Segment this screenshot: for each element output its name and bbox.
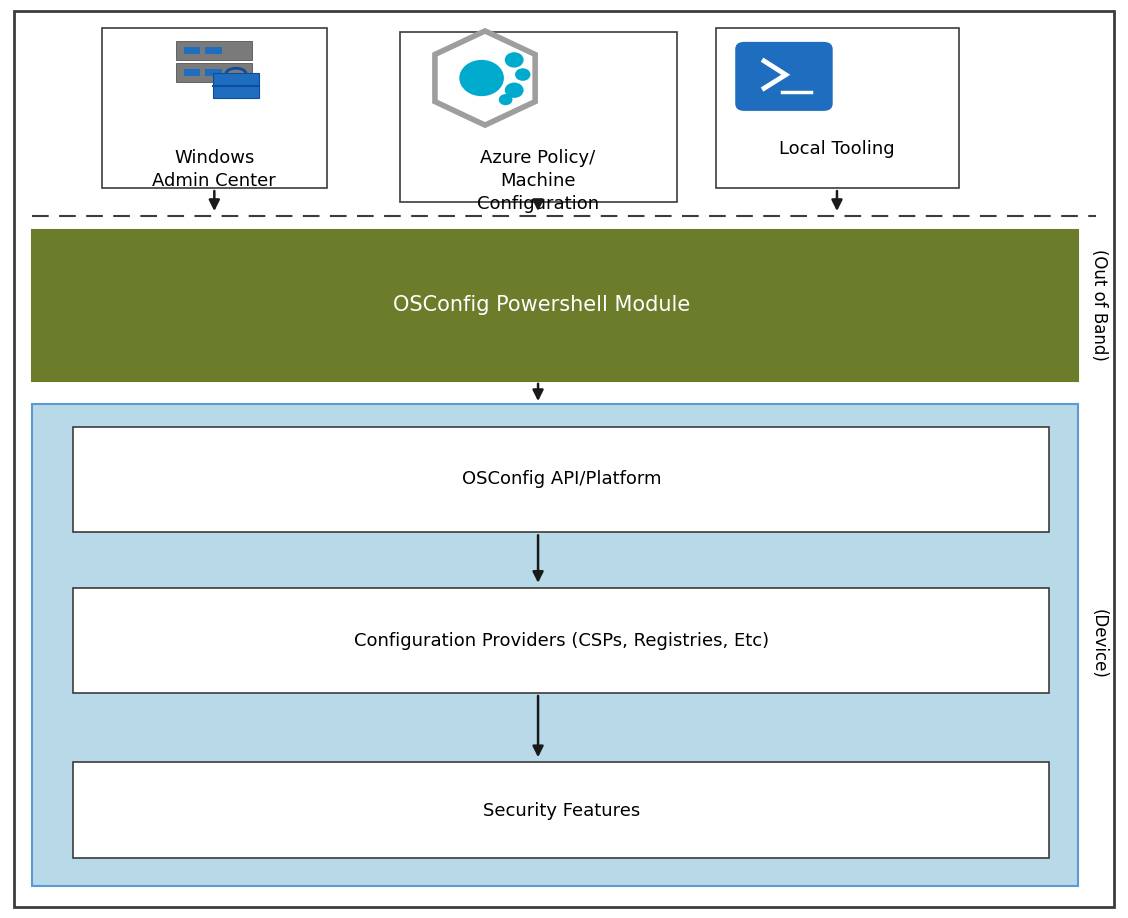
Text: Local Tooling: Local Tooling <box>779 140 895 158</box>
Circle shape <box>504 83 523 98</box>
Text: (Device): (Device) <box>1090 610 1108 679</box>
Circle shape <box>499 94 512 106</box>
Text: Configuration Providers (CSPs, Registries, Etc): Configuration Providers (CSPs, Registrie… <box>354 632 769 650</box>
FancyBboxPatch shape <box>73 588 1049 693</box>
FancyBboxPatch shape <box>176 63 253 83</box>
Text: Windows
Admin Center: Windows Admin Center <box>152 149 276 190</box>
FancyBboxPatch shape <box>73 427 1049 532</box>
FancyBboxPatch shape <box>212 73 259 98</box>
Circle shape <box>504 52 523 68</box>
FancyBboxPatch shape <box>716 28 959 188</box>
Text: (Out of Band): (Out of Band) <box>1090 249 1108 361</box>
FancyBboxPatch shape <box>205 47 221 54</box>
FancyBboxPatch shape <box>184 47 200 54</box>
FancyBboxPatch shape <box>32 230 1078 381</box>
FancyBboxPatch shape <box>735 42 832 111</box>
FancyBboxPatch shape <box>205 69 221 76</box>
FancyBboxPatch shape <box>102 28 327 188</box>
Circle shape <box>459 60 504 96</box>
FancyBboxPatch shape <box>73 762 1049 858</box>
Text: OSConfig API/Platform: OSConfig API/Platform <box>462 470 661 488</box>
Text: OSConfig Powershell Module: OSConfig Powershell Module <box>393 295 690 315</box>
FancyBboxPatch shape <box>400 32 677 202</box>
FancyBboxPatch shape <box>32 404 1078 886</box>
Text: Azure Policy/
Machine
Configuration: Azure Policy/ Machine Configuration <box>477 149 599 212</box>
FancyBboxPatch shape <box>184 69 200 76</box>
Circle shape <box>515 68 530 81</box>
Text: Security Features: Security Features <box>483 801 641 820</box>
FancyBboxPatch shape <box>176 41 253 61</box>
